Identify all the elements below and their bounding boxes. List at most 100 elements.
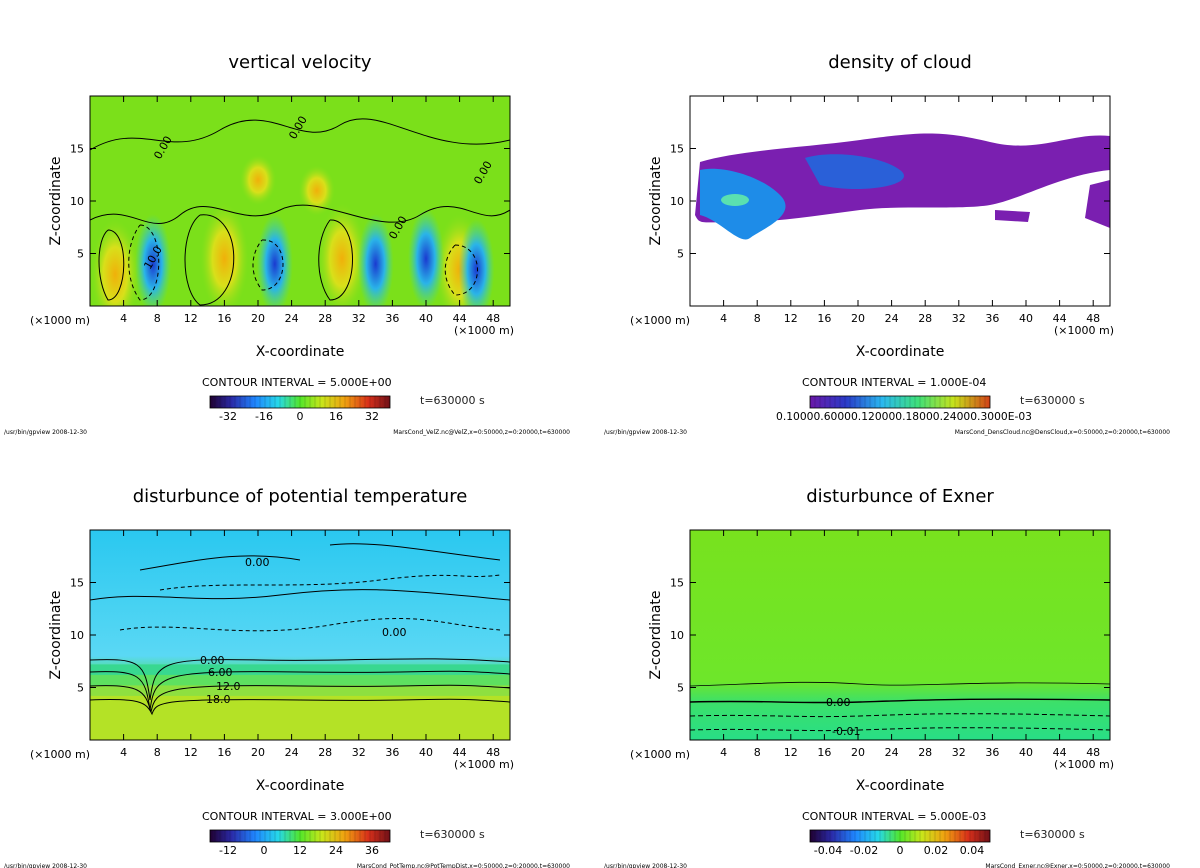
contour-interval: CONTOUR INTERVAL = 5.000E+00 bbox=[202, 376, 392, 389]
contour-line bbox=[318, 219, 353, 301]
time-label: t=630000 s bbox=[420, 394, 485, 407]
dashed-contour bbox=[444, 244, 478, 296]
colorbar-tick-label: -12 bbox=[219, 844, 237, 857]
dashed-contour bbox=[128, 224, 160, 301]
colorbar-tick-label: 32 bbox=[365, 410, 379, 423]
x-tick-label: 4 bbox=[120, 312, 127, 325]
colorbar-tick-label: 24 bbox=[329, 844, 343, 857]
x-tick-label: 44 bbox=[453, 746, 467, 759]
x-tick-label: 16 bbox=[817, 746, 831, 759]
colorbar-tick-label: 0.02 bbox=[924, 844, 949, 857]
x-tick-label: 40 bbox=[1019, 312, 1033, 325]
y-tick-label: 5 bbox=[677, 682, 684, 695]
colorbar-tick-label: -0.04 bbox=[814, 844, 842, 857]
contour-line bbox=[98, 229, 125, 301]
x-tick-label: 16 bbox=[217, 312, 231, 325]
y-axis-label: Z-coordinate bbox=[648, 590, 664, 679]
chart-title: vertical velocity bbox=[228, 52, 372, 73]
plot-field bbox=[690, 96, 1110, 306]
contour-label: -0.01 bbox=[832, 725, 860, 738]
x-tick-label: 48 bbox=[1086, 312, 1100, 325]
contour-line bbox=[90, 684, 510, 713]
x-tick-label: 28 bbox=[918, 746, 932, 759]
x-unit-left: (×1000 m) bbox=[630, 314, 690, 327]
x-tick-label: 4 bbox=[120, 746, 127, 759]
colorbar-tick-label: 0 bbox=[261, 844, 268, 857]
footer-right: MarsCond_Exner.nc@Exner,x=0:50000,z=0:20… bbox=[985, 863, 1170, 868]
x-tick-label: 12 bbox=[184, 746, 198, 759]
colorbar-tick-label: 0 bbox=[897, 844, 904, 857]
x-tick-label: 16 bbox=[817, 312, 831, 325]
colorbar-tick-label: -0.02 bbox=[850, 844, 878, 857]
y-axis-label: Z-coordinate bbox=[48, 156, 64, 245]
y-tick-label: 5 bbox=[77, 682, 84, 695]
contour-label: 12.0 bbox=[216, 680, 241, 693]
footer-right: MarsCond_PotTemp.nc@PotTempDist,x=0:5000… bbox=[357, 863, 570, 868]
chart-title: disturbunce of potential temperature bbox=[133, 486, 468, 507]
temperature-band bbox=[90, 695, 510, 740]
x-axis-label: X-coordinate bbox=[856, 778, 945, 794]
x-tick-label: 40 bbox=[419, 746, 433, 759]
x-unit-right: (×1000 m) bbox=[454, 758, 514, 771]
updraft-region bbox=[200, 203, 249, 306]
dashed-contour bbox=[159, 574, 501, 591]
x-tick-label: 8 bbox=[154, 746, 161, 759]
downdraft-region bbox=[357, 214, 394, 306]
updraft-region bbox=[298, 165, 335, 216]
chart-title: density of cloud bbox=[828, 52, 972, 73]
x-unit-left: (×1000 m) bbox=[630, 748, 690, 761]
x-tick-label: 48 bbox=[486, 312, 500, 325]
y-tick-label: 15 bbox=[70, 577, 84, 590]
contour-line bbox=[90, 698, 510, 716]
x-tick-label: 48 bbox=[1086, 746, 1100, 759]
x-tick-label: 24 bbox=[885, 312, 899, 325]
x-unit-right: (×1000 m) bbox=[1054, 758, 1114, 771]
cloud-dense bbox=[805, 154, 904, 190]
x-unit-left: (×1000 m) bbox=[30, 314, 90, 327]
x-tick-label: 20 bbox=[851, 312, 865, 325]
contour-interval: CONTOUR INTERVAL = 3.000E+00 bbox=[202, 810, 392, 823]
time-label: t=630000 s bbox=[1020, 828, 1085, 841]
field-background bbox=[690, 530, 1110, 740]
x-tick-label: 40 bbox=[419, 312, 433, 325]
contour-line bbox=[690, 698, 1110, 704]
colorbar-tick-label: 0.10000.60000.120000.18000.24000.3000E-0… bbox=[776, 410, 1032, 423]
contour-line bbox=[90, 658, 510, 701]
contour-line bbox=[690, 681, 1110, 687]
x-tick-label: 24 bbox=[885, 746, 899, 759]
cloud-core bbox=[721, 194, 749, 206]
y-tick-label: 5 bbox=[77, 248, 84, 261]
x-tick-label: 36 bbox=[985, 312, 999, 325]
panel-2: disturbunce of potential temperature 0.00… bbox=[4, 486, 570, 868]
contour-line bbox=[90, 204, 510, 225]
contour-line bbox=[184, 214, 235, 306]
x-tick-label: 36 bbox=[985, 746, 999, 759]
footer-left: /usr/bin/gpview 2008-12-30 bbox=[4, 863, 87, 868]
x-tick-label: 44 bbox=[1053, 312, 1067, 325]
downdraft-region bbox=[458, 219, 495, 306]
x-tick-label: 20 bbox=[251, 746, 265, 759]
time-label: t=630000 s bbox=[1020, 394, 1085, 407]
x-tick-label: 4 bbox=[720, 746, 727, 759]
y-tick-label: 15 bbox=[70, 143, 84, 156]
contour-label: 0.00 bbox=[826, 696, 851, 709]
dashed-contour bbox=[690, 713, 1110, 718]
x-tick-label: 16 bbox=[217, 746, 231, 759]
x-tick-label: 32 bbox=[952, 312, 966, 325]
x-tick-label: 32 bbox=[352, 312, 366, 325]
x-tick-label: 24 bbox=[285, 746, 299, 759]
contour-label: 6.00 bbox=[208, 666, 233, 679]
x-tick-label: 48 bbox=[486, 746, 500, 759]
x-tick-label: 44 bbox=[1053, 746, 1067, 759]
contour-label: 18.0 bbox=[206, 693, 231, 706]
y-tick-label: 5 bbox=[677, 248, 684, 261]
x-tick-label: 32 bbox=[352, 746, 366, 759]
x-tick-label: 20 bbox=[851, 746, 865, 759]
footer-left: /usr/bin/gpview 2008-12-30 bbox=[604, 429, 687, 436]
x-tick-label: 8 bbox=[754, 312, 761, 325]
x-tick-label: 20 bbox=[251, 312, 265, 325]
